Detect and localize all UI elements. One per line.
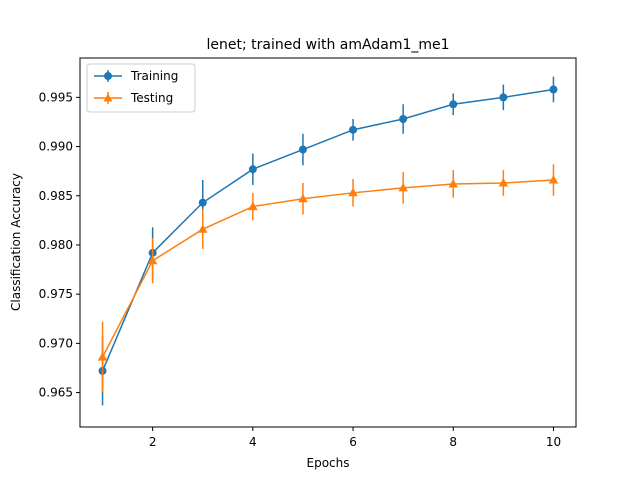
- point-testing: [147, 255, 158, 265]
- point-testing: [548, 175, 559, 184]
- point-testing: [498, 177, 509, 187]
- x-axis-label: Epochs: [307, 456, 350, 470]
- series-line-testing: [101, 179, 554, 358]
- legend-marker-testing: [103, 93, 113, 102]
- legend-label-testing: Testing: [130, 91, 173, 105]
- series-line-training: [101, 88, 554, 372]
- x-tick-label: 10: [546, 435, 561, 449]
- y-axis-label: Classification Accuracy: [9, 173, 23, 311]
- point-testing: [248, 201, 258, 211]
- chart-title: lenet; trained with amAdam1_me1: [206, 37, 449, 53]
- y-tick-label: 0.980: [39, 238, 73, 252]
- series-testing: [97, 164, 559, 393]
- x-tick-label: 6: [349, 435, 357, 449]
- point-testing: [97, 352, 108, 361]
- point-training: [248, 165, 257, 174]
- plot-area: [79, 57, 577, 428]
- x-tick-label: 4: [249, 435, 257, 449]
- point-training: [399, 115, 408, 124]
- point-testing: [398, 182, 408, 192]
- y-tick-label: 0.965: [39, 386, 73, 400]
- x-tick-label: 8: [449, 435, 457, 449]
- y-axis: 0.965 0.970 0.975 0.980 0.985 0.990 0.995: [39, 90, 80, 400]
- series-layer: [97, 76, 559, 406]
- point-training: [349, 125, 358, 134]
- point-training: [549, 85, 558, 94]
- x-tick-label: 2: [149, 435, 157, 449]
- legend: Training Testing: [86, 63, 196, 113]
- point-training: [449, 100, 458, 109]
- y-tick-label: 0.985: [39, 189, 73, 203]
- legend-label-training: Training: [130, 69, 178, 83]
- point-training: [499, 93, 508, 102]
- point-testing: [197, 224, 208, 233]
- point-training: [298, 145, 307, 154]
- point-testing: [348, 187, 358, 197]
- y-tick-label: 0.975: [39, 287, 73, 301]
- point-training: [198, 198, 207, 207]
- point-testing: [448, 178, 459, 188]
- y-tick-label: 0.990: [39, 140, 73, 154]
- point-testing: [298, 193, 308, 203]
- x-axis: 2 4 6 8 10: [149, 427, 561, 449]
- legend-marker-training: [104, 72, 112, 80]
- y-tick-label: 0.995: [39, 90, 73, 104]
- series-training: [98, 76, 558, 406]
- y-tick-label: 0.970: [39, 336, 73, 350]
